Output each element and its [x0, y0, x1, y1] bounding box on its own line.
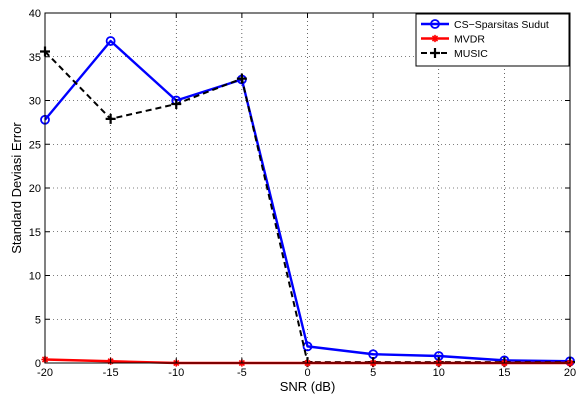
x-tick-label: -10	[168, 367, 184, 379]
legend-marker-circle	[430, 19, 440, 29]
data-point-plus	[236, 73, 247, 84]
data-point-circle	[302, 341, 313, 352]
x-tick-label: -15	[103, 367, 119, 379]
legend-marker-plus	[430, 48, 440, 58]
legend-marker-star	[431, 34, 439, 43]
y-tick-label: 40	[29, 8, 41, 20]
x-tick-label: 20	[564, 367, 576, 379]
y-tick-label: 5	[35, 314, 41, 326]
data-point-circle	[105, 36, 116, 46]
x-tick-label: -5	[237, 367, 247, 379]
y-tick-label: 15	[29, 227, 41, 239]
x-tick-label: 10	[433, 367, 445, 379]
y-axis-label: Standard Deviasi Error	[9, 122, 24, 254]
data-point-plus	[105, 113, 116, 124]
plot-area	[45, 13, 570, 363]
y-tick-label: 0	[35, 358, 41, 370]
y-tick-label: 10	[29, 271, 41, 283]
data-point-plus	[171, 99, 182, 109]
legend-label: MVDR	[454, 34, 485, 46]
x-tick-label: 5	[370, 367, 376, 379]
y-tick-label: 35	[29, 52, 41, 64]
legend-box	[415, 13, 570, 67]
x-tick-label: 0	[304, 367, 310, 379]
x-tick-label: -20	[37, 367, 53, 379]
series-line-circle	[44, 39, 571, 363]
y-tick-label: 20	[29, 183, 41, 195]
x-tick-label: 15	[498, 367, 510, 379]
y-tick-label: 25	[29, 139, 41, 151]
x-axis-label: SNR (dB)	[280, 379, 336, 394]
legend-label: CS−Sparsitas Sudut	[454, 19, 549, 31]
legend-label: MUSIC	[454, 48, 488, 60]
legend: CS−Sparsitas Sudut MVDR MUSIC	[415, 13, 570, 67]
y-tick-label: 30	[29, 96, 41, 108]
